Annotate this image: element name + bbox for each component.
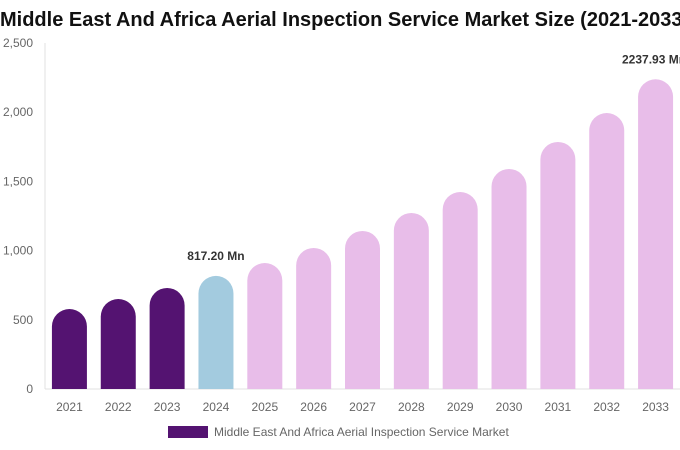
legend-label: Middle East And Africa Aerial Inspection… (214, 425, 509, 439)
bar-2027 (345, 230, 380, 389)
bar-2029 (442, 192, 478, 389)
y-tick-label: 2,500 (3, 36, 33, 50)
x-tick-label: 2033 (642, 400, 669, 414)
y-tick-label: 1,500 (3, 174, 33, 188)
y-tick-label: 1,000 (3, 244, 33, 258)
bar-2026 (296, 247, 332, 389)
bar-2023 (149, 287, 185, 389)
chart-title: Middle East And Africa Aerial Inspection… (0, 9, 680, 31)
x-tick-label: 2031 (545, 400, 572, 414)
bar-2022 (100, 299, 136, 389)
legend: Middle East And Africa Aerial Inspection… (168, 425, 509, 439)
bar-2031 (540, 141, 576, 389)
bar-2024 (198, 275, 234, 389)
x-tick-label: 2028 (398, 400, 425, 414)
x-tick-label: 2027 (349, 400, 376, 414)
x-tick-label: 2022 (105, 400, 132, 414)
bar-2025 (247, 263, 283, 389)
x-tick-label: 2023 (154, 400, 181, 414)
data-label: 2237.93 Mn (622, 52, 680, 66)
bar-2030 (491, 168, 527, 389)
x-tick-label: 2024 (203, 400, 230, 414)
legend-swatch (168, 426, 208, 438)
x-tick-label: 2021 (56, 400, 83, 414)
bar-2021 (51, 309, 87, 389)
data-label: 817.20 Mn (187, 249, 244, 263)
y-tick-label: 2,000 (3, 105, 33, 119)
bar-2032 (589, 113, 625, 389)
bar-2033 (638, 79, 674, 389)
x-tick-label: 2025 (251, 400, 278, 414)
y-tick-label: 500 (13, 313, 33, 327)
bar-2028 (393, 212, 429, 389)
y-tick-label: 0 (26, 382, 33, 396)
x-tick-label: 2032 (593, 400, 620, 414)
x-tick-label: 2026 (300, 400, 327, 414)
x-tick-label: 2029 (447, 400, 474, 414)
x-tick-label: 2030 (496, 400, 523, 414)
